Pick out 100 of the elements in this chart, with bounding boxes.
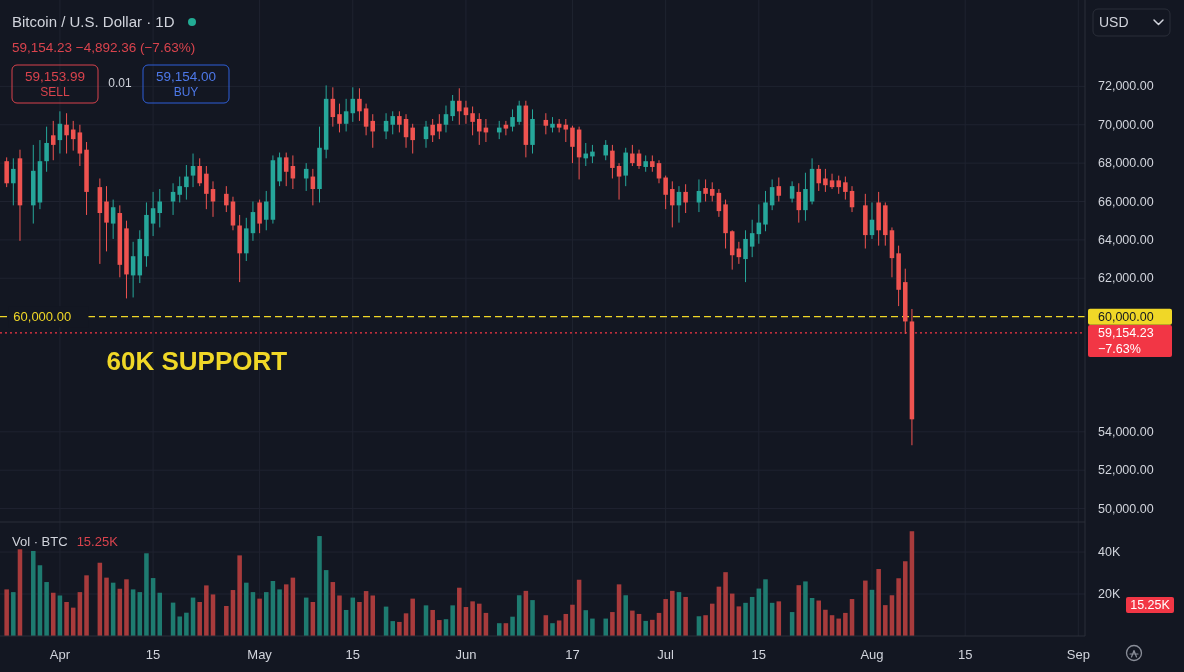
candlestick bbox=[11, 157, 16, 206]
bar bbox=[337, 595, 342, 636]
bar bbox=[44, 582, 49, 636]
bar bbox=[863, 580, 868, 636]
candlestick bbox=[663, 175, 668, 210]
text: 15.25K bbox=[1130, 598, 1171, 612]
candlestick bbox=[457, 87, 462, 126]
candlestick bbox=[816, 164, 822, 192]
bar bbox=[623, 595, 628, 636]
bar bbox=[803, 581, 808, 636]
bar bbox=[470, 601, 475, 636]
bar bbox=[510, 616, 515, 636]
candlestick bbox=[197, 157, 202, 187]
annotation: BUY bbox=[173, 85, 199, 99]
candlestick bbox=[789, 180, 795, 203]
y-tick-label: 50,000.00 bbox=[1098, 501, 1154, 516]
candlestick bbox=[470, 106, 475, 136]
bar bbox=[630, 610, 635, 636]
candlestick bbox=[4, 156, 9, 188]
bar bbox=[184, 612, 189, 636]
candlestick bbox=[763, 190, 768, 232]
x-tick-label: Sep bbox=[1066, 646, 1090, 662]
candlestick bbox=[437, 113, 442, 140]
text: Vol · BTC bbox=[12, 534, 68, 550]
bar bbox=[4, 589, 9, 636]
candlestick bbox=[104, 185, 109, 252]
candlestick bbox=[157, 188, 163, 228]
candlestick bbox=[443, 105, 449, 133]
annotation: 59,153.99 bbox=[24, 68, 86, 84]
candlestick bbox=[210, 180, 216, 218]
y-tick-label: 40K bbox=[1098, 545, 1121, 560]
annotation: SELL bbox=[40, 85, 70, 99]
bar bbox=[237, 555, 242, 636]
x-tick-label: Aug bbox=[860, 646, 884, 662]
bar bbox=[663, 599, 668, 636]
bar bbox=[430, 609, 435, 636]
bar bbox=[390, 621, 395, 636]
x-tick-label: 15 bbox=[957, 646, 973, 662]
candlestick bbox=[44, 126, 49, 173]
bar bbox=[763, 579, 768, 636]
candlestick bbox=[450, 94, 455, 122]
candlestick bbox=[50, 120, 56, 161]
x-tick-label: Jun bbox=[455, 646, 477, 662]
annotation: 59,154.23 −4,892.36 (−7.63%) bbox=[12, 39, 196, 55]
bar bbox=[450, 605, 455, 636]
candlestick bbox=[190, 153, 196, 188]
annotation: 0.01 bbox=[108, 76, 132, 90]
candlestick bbox=[749, 219, 755, 258]
candlestick bbox=[683, 183, 688, 214]
bar bbox=[843, 612, 848, 636]
candlestick bbox=[510, 108, 515, 132]
candlestick bbox=[64, 112, 69, 155]
candlestick bbox=[170, 182, 176, 216]
bar bbox=[204, 585, 209, 636]
candlestick bbox=[743, 229, 748, 283]
bar bbox=[883, 605, 888, 636]
x-tick-label: Apr bbox=[49, 646, 71, 662]
candlestick bbox=[776, 177, 782, 203]
candlestick bbox=[150, 191, 156, 237]
candlestick bbox=[110, 199, 116, 240]
bar bbox=[370, 595, 376, 636]
y-tick-label: 54,000.00 bbox=[1098, 424, 1154, 439]
bar bbox=[896, 578, 901, 636]
annotation: 60,000.00 bbox=[13, 309, 72, 325]
bar bbox=[550, 623, 555, 636]
bar bbox=[124, 579, 129, 636]
bar bbox=[50, 592, 56, 636]
bar bbox=[610, 612, 615, 636]
bar bbox=[876, 569, 881, 636]
candlestick bbox=[337, 103, 342, 133]
bar bbox=[836, 618, 841, 636]
bar bbox=[397, 621, 402, 636]
bar bbox=[31, 550, 36, 636]
candlestick bbox=[503, 120, 509, 136]
candlestick bbox=[703, 178, 708, 203]
y-tick-label: 66,000.00 bbox=[1098, 194, 1154, 209]
bar bbox=[244, 582, 249, 636]
bar bbox=[410, 598, 415, 636]
candlestick bbox=[630, 144, 635, 167]
candlestick bbox=[257, 199, 262, 234]
candlestick bbox=[829, 173, 835, 190]
candlestick bbox=[843, 176, 848, 201]
bar bbox=[477, 603, 482, 636]
bar bbox=[823, 609, 828, 636]
candlestick bbox=[357, 87, 362, 122]
candlestick bbox=[603, 139, 608, 161]
x-tick-label: 15 bbox=[145, 646, 161, 662]
candlestick bbox=[623, 147, 628, 187]
candlestick bbox=[263, 190, 269, 231]
bar bbox=[457, 587, 462, 636]
bar bbox=[709, 603, 715, 636]
candlestick bbox=[463, 100, 469, 125]
y-tick-label: 72,000.00 bbox=[1098, 79, 1154, 94]
bar bbox=[723, 572, 728, 636]
bar bbox=[104, 577, 109, 636]
candlestick bbox=[616, 162, 622, 201]
bar bbox=[277, 589, 282, 636]
candlestick bbox=[410, 123, 415, 155]
bar bbox=[816, 600, 822, 636]
x-tick-label: 15 bbox=[751, 646, 767, 662]
